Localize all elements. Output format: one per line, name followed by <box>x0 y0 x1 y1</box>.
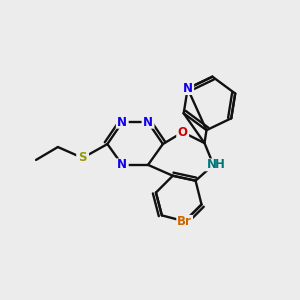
FancyBboxPatch shape <box>76 152 89 164</box>
Text: N: N <box>143 116 153 129</box>
Text: S: S <box>78 152 87 164</box>
FancyBboxPatch shape <box>176 126 189 139</box>
Text: Br: Br <box>177 215 192 228</box>
Text: N: N <box>206 158 216 171</box>
Text: O: O <box>178 126 188 139</box>
FancyBboxPatch shape <box>142 116 154 129</box>
Text: N: N <box>117 158 127 171</box>
Text: H: H <box>214 158 224 171</box>
FancyBboxPatch shape <box>181 82 194 95</box>
FancyBboxPatch shape <box>116 116 129 129</box>
Text: N: N <box>117 116 127 129</box>
FancyBboxPatch shape <box>176 215 193 228</box>
Text: N: N <box>183 82 193 95</box>
FancyBboxPatch shape <box>204 158 223 171</box>
FancyBboxPatch shape <box>116 158 129 171</box>
